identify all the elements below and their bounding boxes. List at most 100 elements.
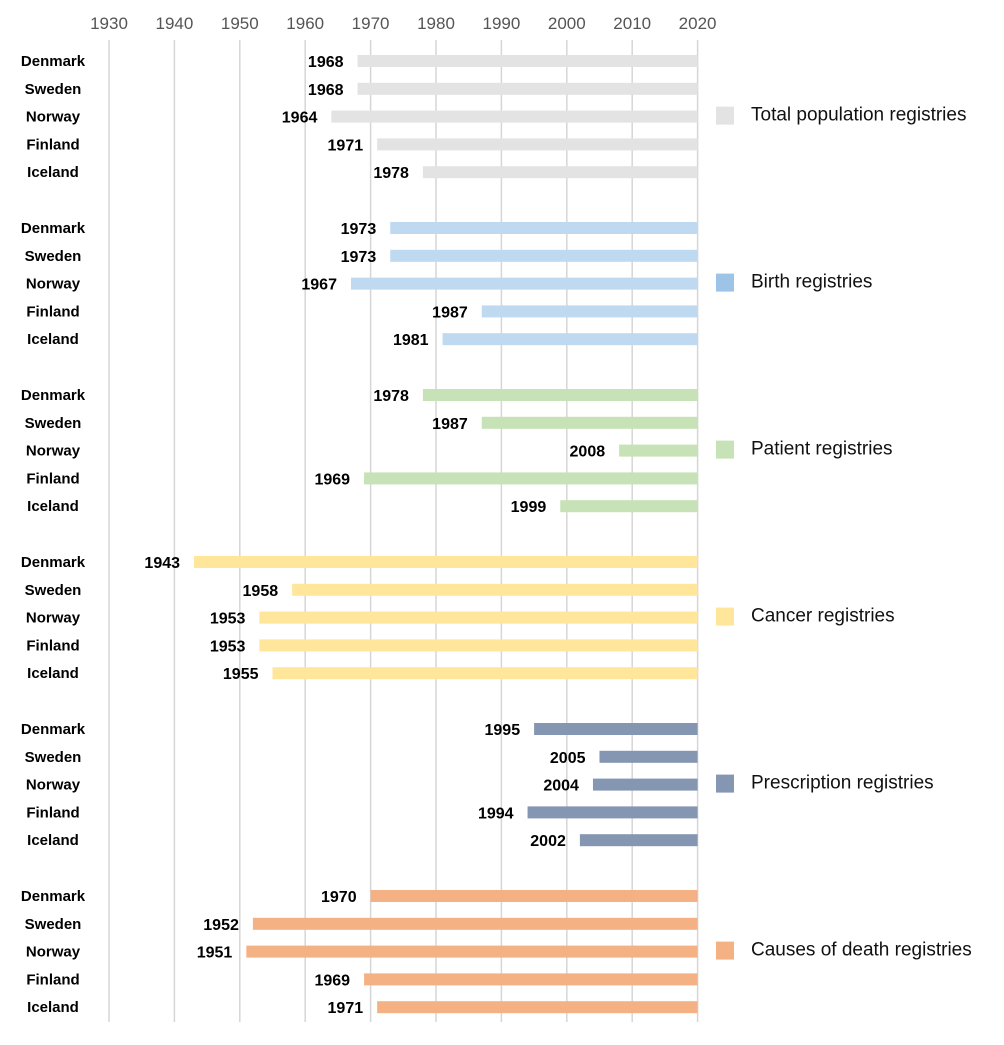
- country-label-cancer-registries-iceland: Iceland: [27, 665, 79, 682]
- start-year-label-total-population-registries-sweden: 1968: [308, 82, 344, 99]
- start-year-label-birth-registries-iceland: 1981: [393, 332, 429, 349]
- bar-causes-of-death-registries-finland: [364, 973, 698, 986]
- legend-label-patient-registries: Patient registries: [751, 439, 893, 460]
- country-label-cancer-registries-denmark: Denmark: [21, 554, 86, 571]
- country-label-prescription-registries-norway: Norway: [26, 777, 81, 794]
- start-year-label-birth-registries-denmark: 1973: [341, 221, 377, 238]
- country-label-cancer-registries-sweden: Sweden: [25, 582, 82, 599]
- bar-birth-registries-norway: [350, 277, 698, 290]
- bar-patient-registries-iceland: [560, 500, 698, 513]
- x-tick-label-2010: 2010: [613, 14, 651, 33]
- start-year-label-causes-of-death-registries-norway: 1951: [197, 945, 233, 962]
- country-label-patient-registries-norway: Norway: [26, 443, 81, 460]
- country-label-causes-of-death-registries-denmark: Denmark: [21, 888, 86, 905]
- bar-prescription-registries-iceland: [579, 834, 698, 847]
- country-label-prescription-registries-denmark: Denmark: [21, 721, 86, 738]
- x-tick-label-1950: 1950: [221, 14, 259, 33]
- country-label-birth-registries-sweden: Sweden: [25, 248, 82, 265]
- start-year-label-birth-registries-norway: 1967: [301, 277, 337, 294]
- country-label-causes-of-death-registries-iceland: Iceland: [27, 999, 79, 1016]
- country-label-causes-of-death-registries-sweden: Sweden: [25, 916, 82, 933]
- legend-label-birth-registries: Birth registries: [751, 272, 872, 293]
- country-label-total-population-registries-iceland: Iceland: [27, 164, 79, 181]
- bar-causes-of-death-registries-norway: [246, 945, 698, 958]
- country-label-total-population-registries-denmark: Denmark: [21, 53, 86, 70]
- legend-swatch-cancer-registries: [716, 607, 734, 626]
- x-tick-label-1990: 1990: [482, 14, 520, 33]
- x-tick-label-1930: 1930: [90, 14, 128, 33]
- start-year-label-cancer-registries-norway: 1953: [210, 611, 246, 628]
- country-label-patient-registries-sweden: Sweden: [25, 415, 82, 432]
- start-year-label-patient-registries-norway: 2008: [570, 444, 606, 461]
- bar-cancer-registries-norway: [259, 611, 698, 624]
- start-year-label-prescription-registries-iceland: 2002: [530, 833, 566, 850]
- bar-cancer-registries-denmark: [194, 556, 698, 568]
- start-year-label-total-population-registries-iceland: 1978: [373, 165, 409, 182]
- start-year-label-causes-of-death-registries-sweden: 1952: [203, 917, 239, 934]
- legend-swatch-birth-registries: [716, 273, 734, 292]
- country-label-cancer-registries-norway: Norway: [26, 610, 81, 627]
- country-label-birth-registries-finland: Finland: [26, 303, 79, 320]
- bar-birth-registries-iceland: [442, 333, 698, 346]
- group-prescription-registries: Denmark 1995 Sweden 2005 Norway 2004 Finland 19…: [21, 721, 934, 850]
- start-year-label-prescription-registries-denmark: 1995: [485, 722, 521, 739]
- country-label-prescription-registries-finland: Finland: [26, 804, 79, 821]
- x-tick-label-1980: 1980: [417, 14, 455, 33]
- country-label-causes-of-death-registries-norway: Norway: [26, 944, 81, 961]
- x-tick-label-1960: 1960: [286, 14, 324, 33]
- start-year-label-prescription-registries-sweden: 2005: [550, 750, 586, 767]
- country-label-patient-registries-denmark: Denmark: [21, 387, 86, 404]
- start-year-label-total-population-registries-norway: 1964: [282, 110, 318, 127]
- bar-causes-of-death-registries-denmark: [370, 890, 698, 902]
- country-label-birth-registries-norway: Norway: [26, 276, 81, 293]
- start-year-label-cancer-registries-sweden: 1958: [243, 583, 279, 600]
- x-tick-label-1970: 1970: [352, 14, 390, 33]
- legend-swatch-total-population-registries: [716, 106, 734, 125]
- country-label-causes-of-death-registries-finland: Finland: [26, 971, 79, 988]
- group-birth-registries: Denmark 1973 Sweden 1973 Norway 1967 Finland 19…: [21, 220, 873, 349]
- bar-causes-of-death-registries-sweden: [252, 917, 698, 930]
- bar-birth-registries-sweden: [390, 249, 698, 262]
- start-year-label-cancer-registries-denmark: 1943: [144, 555, 180, 572]
- country-label-prescription-registries-iceland: Iceland: [27, 832, 79, 849]
- bar-causes-of-death-registries-iceland: [377, 1001, 698, 1014]
- start-year-label-causes-of-death-registries-iceland: 1971: [328, 1000, 364, 1017]
- legend-label-total-population-registries: Total population registries: [751, 105, 966, 126]
- group-patient-registries: Denmark 1978 Sweden 1987 Norway 2008 Finland 19…: [21, 387, 893, 516]
- start-year-label-patient-registries-finland: 1969: [314, 471, 350, 488]
- country-label-patient-registries-finland: Finland: [26, 470, 79, 487]
- country-label-patient-registries-iceland: Iceland: [27, 498, 79, 515]
- country-label-total-population-registries-finland: Finland: [26, 136, 79, 153]
- country-label-total-population-registries-norway: Norway: [26, 109, 81, 126]
- start-year-label-total-population-registries-finland: 1971: [328, 137, 364, 154]
- bar-prescription-registries-denmark: [534, 723, 698, 735]
- country-label-cancer-registries-finland: Finland: [26, 637, 79, 654]
- bar-patient-registries-denmark: [422, 389, 698, 401]
- legend-swatch-prescription-registries: [716, 774, 734, 793]
- bar-total-population-registries-finland: [377, 138, 698, 151]
- country-label-prescription-registries-sweden: Sweden: [25, 749, 82, 766]
- bar-cancer-registries-finland: [259, 639, 698, 652]
- start-year-label-causes-of-death-registries-finland: 1969: [314, 972, 350, 989]
- bar-birth-registries-finland: [481, 305, 698, 318]
- legend-swatch-causes-of-death-registries: [716, 941, 734, 960]
- x-axis-ticks: 1930 1940 1950 1960 1970 1980 1990 2000 2010 2020: [90, 14, 716, 33]
- legend-label-prescription-registries: Prescription registries: [751, 773, 934, 794]
- start-year-label-cancer-registries-iceland: 1955: [223, 666, 259, 683]
- x-tick-label-2000: 2000: [548, 14, 586, 33]
- bar-prescription-registries-finland: [527, 806, 698, 819]
- bar-birth-registries-denmark: [390, 222, 698, 234]
- group-causes-of-death-registries: Denmark 1970 Sweden 1952 Norway 1951 Finland 19…: [21, 888, 972, 1017]
- grid-lines: [108, 40, 699, 1022]
- start-year-label-prescription-registries-norway: 2004: [543, 778, 579, 795]
- start-year-label-patient-registries-iceland: 1999: [511, 499, 547, 516]
- start-year-label-birth-registries-sweden: 1973: [341, 249, 377, 266]
- group-total-population-registries: Denmark 1968 Sweden 1968 Norway 1964 Finland 19…: [21, 53, 967, 182]
- bar-cancer-registries-iceland: [272, 667, 698, 680]
- country-label-total-population-registries-sweden: Sweden: [25, 81, 82, 98]
- group-cancer-registries: Denmark 1943 Sweden 1958 Norway 1953 Finland 19…: [21, 554, 895, 683]
- start-year-label-causes-of-death-registries-denmark: 1970: [321, 889, 357, 906]
- bar-patient-registries-sweden: [481, 416, 698, 429]
- bar-total-population-registries-norway: [331, 110, 698, 123]
- country-label-birth-registries-iceland: Iceland: [27, 331, 79, 348]
